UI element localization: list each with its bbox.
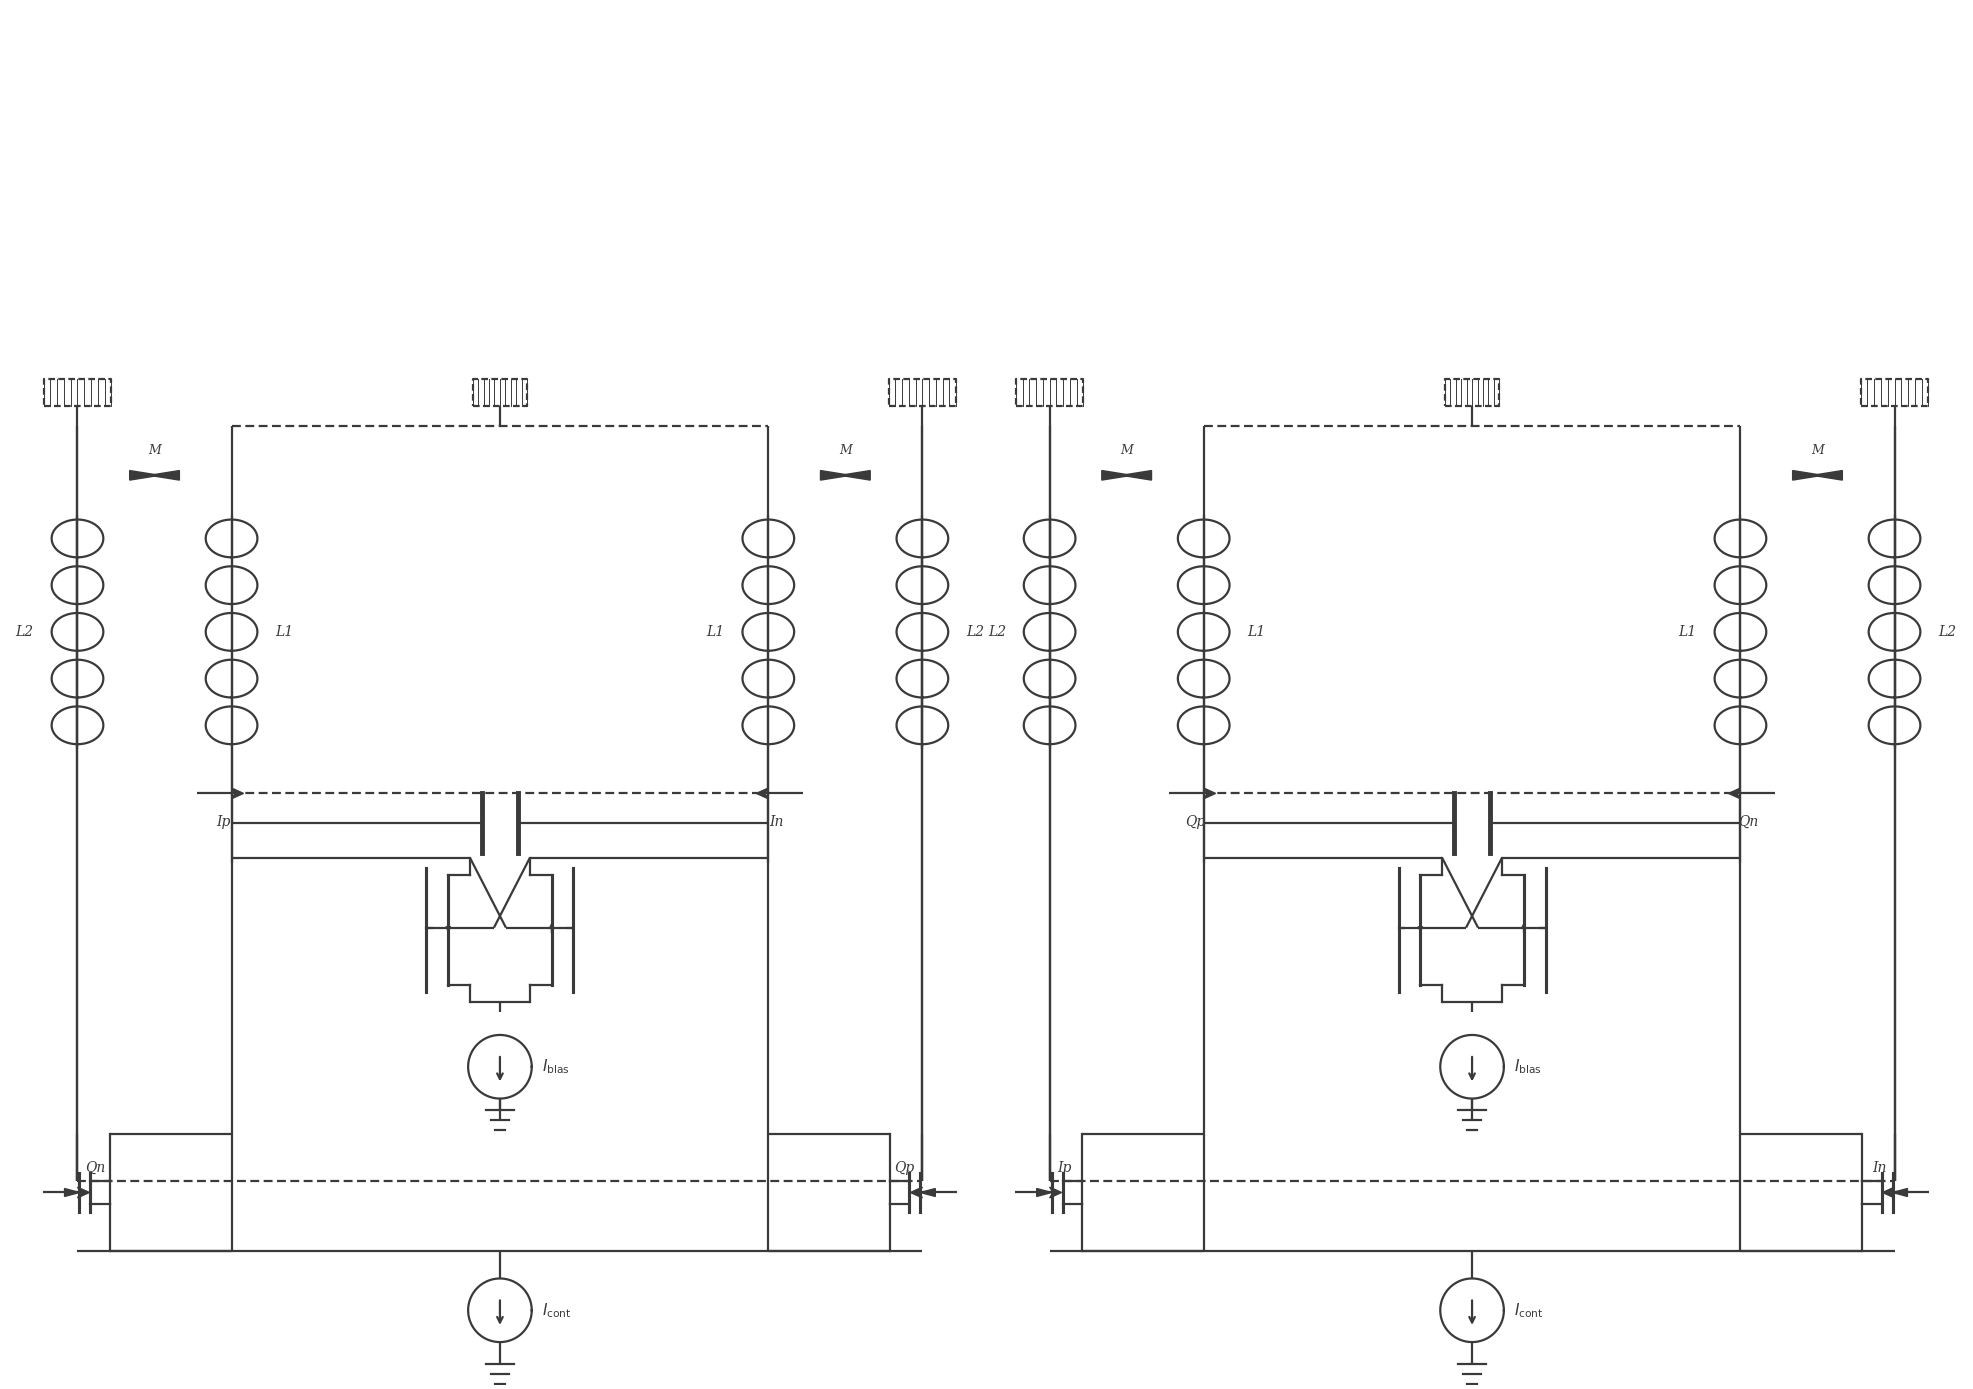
Text: L2: L2 <box>16 625 34 639</box>
Text: L2: L2 <box>988 625 1006 639</box>
Text: M: M <box>1811 444 1823 457</box>
Text: M: M <box>839 444 852 457</box>
Text: In: In <box>769 815 783 829</box>
Polygon shape <box>1793 471 1823 481</box>
Polygon shape <box>910 1188 923 1197</box>
Polygon shape <box>65 1189 79 1196</box>
Polygon shape <box>77 1188 89 1197</box>
Polygon shape <box>840 471 870 481</box>
Polygon shape <box>919 1189 935 1196</box>
Text: L1: L1 <box>276 625 294 639</box>
Polygon shape <box>130 471 160 481</box>
Text: L1: L1 <box>1679 625 1697 639</box>
Text: $I_\mathrm{blas}$: $I_\mathrm{blas}$ <box>543 1057 570 1076</box>
Polygon shape <box>1123 471 1152 481</box>
Text: Qn: Qn <box>85 1161 107 1175</box>
Polygon shape <box>1882 1188 1894 1197</box>
Text: $I_\mathrm{cont}$: $I_\mathrm{cont}$ <box>543 1301 572 1320</box>
Text: L1: L1 <box>706 625 724 639</box>
Text: In: In <box>1872 1161 1886 1175</box>
Text: Qn: Qn <box>1738 815 1758 829</box>
Text: $I_\mathrm{blas}$: $I_\mathrm{blas}$ <box>1513 1057 1541 1076</box>
Text: L2: L2 <box>1937 625 1957 639</box>
Text: M: M <box>148 444 162 457</box>
Text: L1: L1 <box>1247 625 1265 639</box>
Text: Qp: Qp <box>1186 815 1206 829</box>
Text: Ip: Ip <box>217 815 231 829</box>
Text: $I_\mathrm{cont}$: $I_\mathrm{cont}$ <box>1513 1301 1543 1320</box>
Polygon shape <box>1813 471 1843 481</box>
Polygon shape <box>1892 1189 1908 1196</box>
Polygon shape <box>1204 788 1215 799</box>
Polygon shape <box>1101 471 1133 481</box>
Text: Qp: Qp <box>894 1161 913 1175</box>
Polygon shape <box>150 471 180 481</box>
Polygon shape <box>1728 788 1740 799</box>
Polygon shape <box>1050 1188 1061 1197</box>
Text: L2: L2 <box>967 625 985 639</box>
Polygon shape <box>231 788 243 799</box>
Polygon shape <box>821 471 850 481</box>
Text: Ip: Ip <box>1058 1161 1071 1175</box>
Polygon shape <box>756 788 767 799</box>
Text: M: M <box>1121 444 1133 457</box>
Polygon shape <box>1036 1189 1052 1196</box>
